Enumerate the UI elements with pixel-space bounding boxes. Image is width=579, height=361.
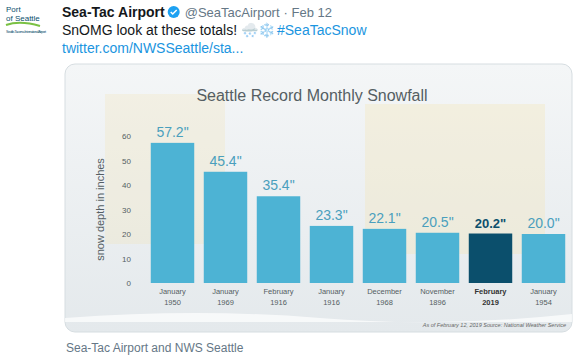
verified-badge <box>168 6 180 18</box>
data-label: 45.4" <box>209 153 241 169</box>
bars <box>151 143 565 283</box>
y-axis-label: snow depth in inches <box>94 158 106 261</box>
x-tick-label-line: November <box>420 287 455 296</box>
bar <box>257 196 300 283</box>
snow-wave <box>65 313 572 322</box>
caption: Sea-Tac Airport and NWS Seattle <box>66 341 244 355</box>
bar <box>204 172 247 283</box>
bar <box>363 229 406 283</box>
x-tick-label-line: 2019 <box>482 298 499 307</box>
x-tick-label-line: January <box>212 287 239 296</box>
x-tick-label-line: 1968 <box>376 298 393 307</box>
y-tick-label: 50 <box>122 157 131 166</box>
x-tick-label-line: 1896 <box>429 298 446 307</box>
y-tick-label: 30 <box>122 206 131 215</box>
link[interactable]: twitter.com/NWSSeattle/sta... <box>62 40 243 56</box>
x-tick-label: January 1916 <box>318 287 345 307</box>
y-tick-label: 0 <box>127 279 132 288</box>
x-tick-label: November 1896 <box>420 287 455 307</box>
verified-check <box>171 10 177 14</box>
x-tick-label-line: January <box>159 287 186 296</box>
tweet-text: SnOMG look at these totals! 🌨️❄️ <box>62 22 275 39</box>
bar <box>469 234 512 283</box>
x-tick-label: December 1968 <box>367 287 402 307</box>
x-tick-label-line: 1969 <box>217 298 234 307</box>
x-tick-label-line: January <box>318 287 345 296</box>
y-tick-label: 60 <box>122 132 131 141</box>
logo-text: of Seattle <box>6 14 40 23</box>
data-label: 20.2" <box>475 216 506 231</box>
chart-background <box>65 64 572 332</box>
bar <box>310 226 353 283</box>
x-tick-label: February 1916 <box>263 287 293 307</box>
data-label: 35.4" <box>262 177 294 193</box>
y-tick-label: 10 <box>122 255 131 264</box>
bar <box>416 233 459 283</box>
hashtag[interactable]: #SeaTacSnow <box>277 22 367 38</box>
x-tick-label-line: 1950 <box>164 298 181 307</box>
data-label: 20.5" <box>421 214 453 230</box>
user-handle[interactable]: @SeaTacAirport <box>185 5 280 20</box>
x-tick-label-line: 1954 <box>535 298 552 307</box>
x-tick-label-line: February <box>263 287 293 296</box>
bar <box>522 234 565 283</box>
x-tick-label: January 1954 <box>530 287 557 307</box>
x-tick-label-line: January <box>530 287 557 296</box>
logo-text: Seattle-Tacoma International Airport <box>6 30 46 34</box>
tweet-date[interactable]: · Feb 12 <box>284 5 332 20</box>
user-name[interactable]: Sea-Tac Airport <box>62 4 165 20</box>
x-tick-label: January 1969 <box>212 287 239 307</box>
logo-text: Port <box>6 5 21 14</box>
x-tick-label-line: 1916 <box>323 298 340 307</box>
data-label: 57.2" <box>156 124 188 140</box>
data-label: 22.1" <box>368 210 400 226</box>
logo-swoosh <box>6 23 40 26</box>
page: Portof Seattle Seattle-Tacoma Internation… <box>0 0 579 361</box>
y-tick-label: 20 <box>122 230 131 239</box>
data-label: 23.3" <box>315 207 347 223</box>
chart-title: Seattle Record Monthly Snowfall <box>196 87 427 104</box>
x-tick-label: February 2019 <box>474 287 507 307</box>
x-tick-label-line: February <box>474 287 507 296</box>
x-tick-label: January 1950 <box>159 287 186 307</box>
source-note: As of February 12, 2019 Source: National… <box>422 322 566 328</box>
x-tick-label-line: 1916 <box>270 298 287 307</box>
data-label: 20.0" <box>527 215 559 231</box>
bar <box>151 143 194 283</box>
x-tick-label-line: December <box>367 287 402 296</box>
y-tick-label: 40 <box>122 181 131 190</box>
